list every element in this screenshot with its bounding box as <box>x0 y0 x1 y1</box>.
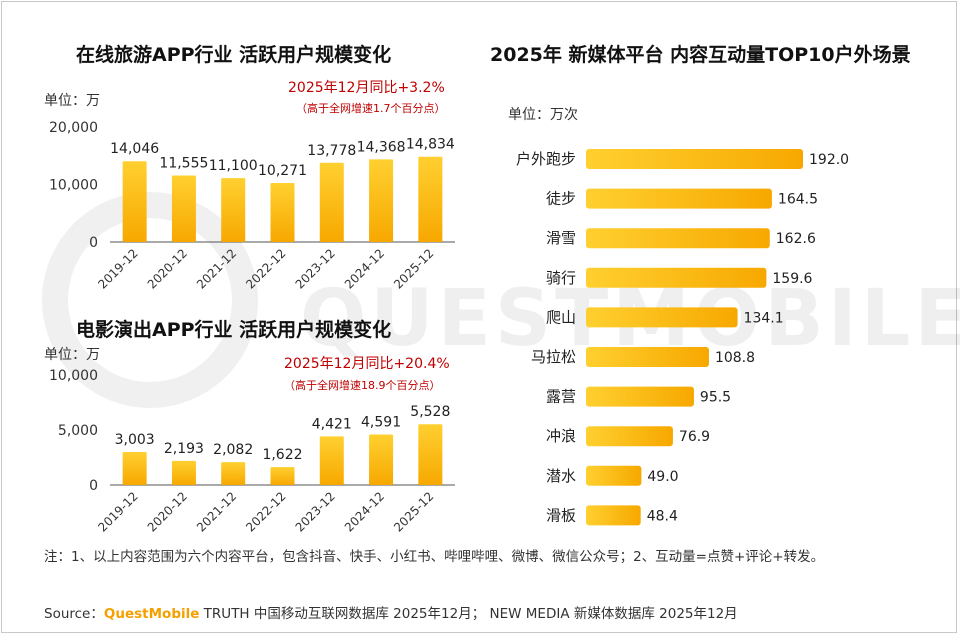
outdoor-category-label: 潜水 <box>546 467 576 485</box>
movie-data-label: 1,622 <box>262 447 302 463</box>
outdoor-data-label: 134.1 <box>744 310 784 326</box>
travel-chart-highlight-sub: （高于全网增速1.7个百分点） <box>296 102 446 115</box>
movie-chart-highlight-sub: （高于全网增速18.9个百分点） <box>284 379 441 392</box>
outdoor-data-label: 95.5 <box>700 390 731 406</box>
movie-chart-title: 电影演出APP行业 活跃用户规模变化 <box>76 319 392 341</box>
outdoor-bar <box>586 307 738 328</box>
movie-data-label: 3,003 <box>115 432 155 448</box>
source-line: Source：QuestMobile TRUTH 中国移动互联网数据库 2025… <box>44 602 738 622</box>
source-label: Source： <box>44 606 104 622</box>
movie-data-label: 2,082 <box>213 442 253 458</box>
outdoor-bar <box>586 149 803 169</box>
source-text: TRUTH 中国移动互联网数据库 2025年12月； NEW MEDIA 新媒体… <box>199 606 738 622</box>
movie-chart-highlight: 2025年12月同比+20.4% <box>284 356 450 372</box>
travel-bar <box>171 175 196 242</box>
movie-ytick-label: 10,000 <box>49 368 98 384</box>
movie-bar <box>319 436 344 485</box>
source-brand: QuestMobile <box>103 606 200 622</box>
movie-bar <box>221 462 246 485</box>
outdoor-data-label: 192.0 <box>809 152 849 168</box>
outdoor-category-label: 滑板 <box>546 506 576 524</box>
travel-chart-unit: 单位：万 <box>44 93 100 109</box>
outdoor-category-label: 马拉松 <box>531 348 576 366</box>
outdoor-category-label: 爬山 <box>546 308 576 326</box>
outdoor-data-label: 48.4 <box>647 508 678 524</box>
outdoor-category-label: 户外跑步 <box>516 150 576 168</box>
outdoor-data-label: 164.5 <box>778 192 818 208</box>
outdoor-category-label: 徒步 <box>546 190 576 208</box>
outdoor-bar <box>586 505 641 526</box>
travel-data-label: 10,271 <box>258 163 307 179</box>
outdoor-bar <box>586 188 772 209</box>
movie-bar <box>171 460 196 485</box>
movie-ytick-label: 5,000 <box>58 423 98 439</box>
footnote: 注：1、以上内容范围为六个内容平台，包含抖音、快手、小红书、哔哩哔哩、微博、微信… <box>44 549 825 565</box>
movie-bar <box>122 451 147 485</box>
travel-bar <box>122 161 147 242</box>
outdoor-data-label: 108.8 <box>715 350 755 366</box>
outdoor-chart-title: 2025年 新媒体平台 内容互动量TOP10户外场景 <box>490 44 911 66</box>
movie-data-label: 4,421 <box>312 416 352 432</box>
travel-ytick-label: 0 <box>89 235 98 251</box>
travel-bar <box>369 159 394 242</box>
movie-data-label: 5,528 <box>410 404 450 420</box>
outdoor-data-label: 76.9 <box>679 429 710 445</box>
travel-bar <box>418 156 443 242</box>
travel-chart-highlight: 2025年12月同比+3.2% <box>288 80 445 96</box>
travel-data-label: 11,555 <box>159 156 208 172</box>
travel-data-label: 13,778 <box>307 143 356 159</box>
outdoor-category-label: 滑雪 <box>546 229 576 247</box>
travel-data-label: 14,046 <box>110 141 159 157</box>
outdoor-chart-unit: 单位：万次 <box>508 107 578 123</box>
outdoor-data-label: 162.6 <box>776 231 816 247</box>
outdoor-bar <box>586 465 642 486</box>
movie-bar <box>369 434 394 485</box>
movie-data-label: 2,193 <box>164 441 204 457</box>
outdoor-bar <box>586 426 673 447</box>
travel-bar <box>319 162 344 242</box>
travel-data-label: 14,834 <box>406 137 455 153</box>
travel-data-label: 11,100 <box>209 158 258 174</box>
outdoor-bar <box>586 228 770 249</box>
outdoor-data-label: 159.6 <box>772 271 812 287</box>
outdoor-data-label: 49.0 <box>647 469 678 485</box>
movie-data-label: 4,591 <box>361 414 401 430</box>
movie-chart-unit: 单位：万 <box>44 347 100 363</box>
travel-data-label: 14,368 <box>357 139 406 155</box>
outdoor-category-label: 冲浪 <box>546 427 576 445</box>
travel-ytick-label: 20,000 <box>49 120 98 136</box>
travel-bar <box>221 178 246 242</box>
travel-chart-title: 在线旅游APP行业 活跃用户规模变化 <box>76 44 392 66</box>
movie-ytick-label: 0 <box>89 478 98 494</box>
outdoor-bar <box>586 267 767 288</box>
outdoor-bar <box>586 386 694 407</box>
movie-bar <box>270 467 295 485</box>
outdoor-category-label: 露营 <box>546 388 576 406</box>
movie-bar <box>418 424 443 485</box>
travel-bar <box>270 182 295 242</box>
travel-ytick-label: 10,000 <box>49 178 98 194</box>
outdoor-bar <box>586 347 709 367</box>
outdoor-category-label: 骑行 <box>546 269 576 287</box>
